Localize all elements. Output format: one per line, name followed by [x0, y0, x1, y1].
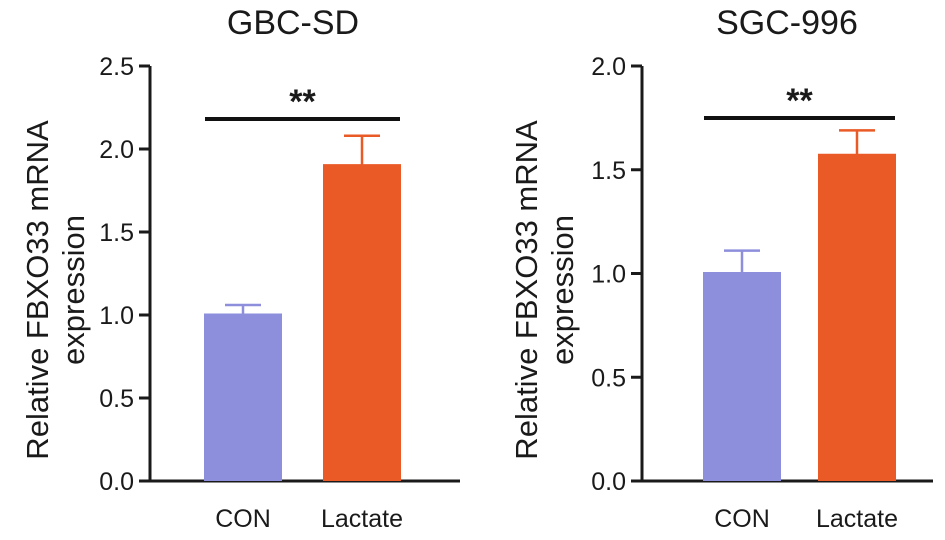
y-tick-label: 2.0 [591, 53, 626, 81]
bar-lactate [818, 155, 896, 481]
bar-con [204, 315, 282, 481]
y-tick-label: 1.5 [99, 219, 134, 247]
y-tick-label: 1.0 [591, 261, 626, 289]
y-tick-label: 2.5 [99, 53, 134, 81]
bar-con [703, 273, 781, 481]
significance-label: ** [289, 83, 316, 121]
y-tick-label: 2.0 [99, 136, 134, 164]
panel-title: SGC-996 [716, 4, 858, 42]
panel-sgc-996: SGC-996 Relative FBXO33 mRNA expression … [509, 4, 933, 533]
y-axis-label-line-2: expression [56, 215, 91, 365]
category-label: CON [215, 505, 271, 533]
y-axis-label-line-1: Relative FBXO33 mRNA [509, 120, 544, 460]
significance-label: ** [786, 82, 813, 120]
plot-area: 0.0 0.5 1.0 1.5 2.0 CON Lactate ** [591, 53, 933, 533]
y-axis-label-line-1: Relative FBXO33 mRNA [20, 120, 55, 460]
category-label: CON [714, 505, 770, 533]
category-label: Lactate [816, 505, 898, 533]
panel-title: GBC-SD [227, 4, 359, 42]
plot-area: 0.0 0.5 1.0 1.5 2.0 2.5 CON Lactate ** [99, 53, 460, 533]
panel-gbc-sd: GBC-SD Relative FBXO33 mRNA expression 0… [20, 4, 460, 533]
y-tick-label: 0.0 [591, 468, 626, 496]
y-tick-label: 1.0 [99, 302, 134, 330]
y-axis-label-line-2: expression [545, 215, 580, 365]
y-tick-label: 0.0 [99, 468, 134, 496]
y-tick-label: 0.5 [591, 364, 626, 392]
y-tick-label: 1.5 [591, 157, 626, 185]
y-tick-label: 0.5 [99, 385, 134, 413]
category-label: Lactate [321, 505, 403, 533]
bar-lactate [323, 165, 401, 481]
